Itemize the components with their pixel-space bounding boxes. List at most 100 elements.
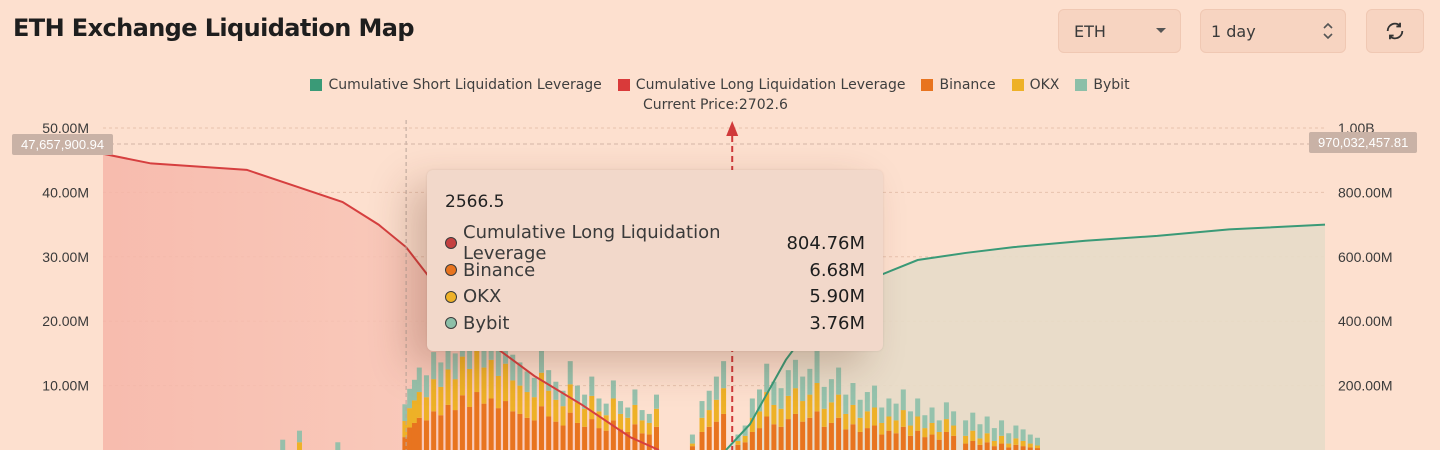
bar-bybit [574,385,580,403]
bar-okx [524,392,530,418]
bar-binance [785,419,791,450]
bar-binance [402,437,408,450]
bar-bybit [438,362,444,387]
bar-binance [699,431,705,450]
bar-bybit [764,363,770,393]
chart-legend: Cumulative Short Liquidation Leverage Cu… [0,77,1440,93]
bar-binance [970,440,976,450]
bar-binance [922,437,928,450]
bar-okx [828,402,834,423]
current-price-label: Current Price:2702.6 [643,97,788,113]
bar-okx [814,383,820,412]
legend-okx[interactable]: OKX [1011,77,1060,93]
bar-binance [407,427,413,450]
bar-okx [1013,438,1019,445]
legend-long[interactable]: Cumulative Long Liquidation Leverage [617,77,905,93]
left-value-badge: 47,657,900.94 [12,134,114,155]
bar-binance [459,395,465,450]
bar-binance [467,406,473,450]
tooltip-title: 2566.5 [445,192,505,212]
bar-bybit [646,413,652,423]
bar-binance [742,442,748,450]
bar-okx [517,385,523,414]
bar-bybit [495,348,501,376]
bar-okx [749,417,755,432]
bar-bybit [814,350,820,384]
bar-bybit [280,439,286,450]
period-select-value: 1 day [1211,21,1256,41]
bar-binance [864,428,870,450]
bar-binance [936,439,942,450]
bar-bybit [335,442,341,450]
bar-okx [893,420,899,434]
bar-okx [984,433,990,443]
tooltip-row-value: 804.76M [786,232,865,254]
bar-okx [800,401,806,422]
bar-binance [510,411,516,450]
bar-okx [907,425,913,436]
bar-binance [618,429,624,450]
bar-bybit [407,388,413,409]
bar-bybit [1020,429,1026,441]
bar-binance [438,415,444,450]
bar-okx [538,372,544,407]
legend-short[interactable]: Cumulative Short Liquidation Leverage [310,77,602,93]
bar-binance [792,413,798,450]
bar-bybit [807,368,813,395]
bar-binance [689,446,695,450]
y-left-tick: 40.00M [42,184,89,200]
bar-binance [603,430,609,450]
bar-binance [721,413,727,450]
y-left-tick: 20.00M [42,313,89,329]
bar-okx [653,408,659,427]
bar-binance [416,417,422,450]
asset-select[interactable]: ETH [1058,9,1181,53]
bar-binance [653,426,659,450]
bar-binance [423,420,429,450]
bar-binance [445,404,451,450]
legend-binance[interactable]: Binance [921,77,996,93]
bar-binance [814,411,820,450]
bar-bybit [706,390,712,411]
bar-okx [929,422,935,435]
right-value-badge: 970,032,457.81 [1309,132,1418,153]
series-dot-icon [445,317,457,330]
bar-bybit [999,420,1005,436]
bar-binance [560,425,566,450]
bar-binance [474,392,480,450]
bar-bybit [1013,425,1019,439]
refresh-button[interactable] [1366,9,1424,53]
bar-binance [771,424,777,450]
tooltip-row: Bybit 3.76M [445,310,865,337]
bar-binance [546,416,552,450]
bar-bybit [721,361,727,389]
bar-binance [929,434,935,450]
tooltip-row-value: 5.90M [809,286,865,308]
tooltip-row: Cumulative Long Liquidation Leverage 804.… [445,222,865,264]
tooltip-row-label: Cumulative Long Liquidation Leverage [463,222,721,265]
bar-bybit [922,415,928,429]
legend-bybit[interactable]: Bybit [1075,77,1130,93]
period-select[interactable]: 1 day [1200,9,1346,53]
bar-okx [970,430,976,441]
bar-okx [467,368,473,407]
bar-binance [632,424,638,450]
bar-binance [582,426,588,450]
bar-okx [445,369,451,405]
legend-label: OKX [1029,77,1060,93]
bar-okx [850,404,856,425]
bar-okx [452,379,458,411]
bar-okx [771,404,777,425]
bar-okx [1034,445,1040,449]
bar-okx [943,419,949,432]
bar-binance [706,426,712,450]
bar-okx [721,388,727,414]
bar-bybit [991,428,997,441]
bar-binance [553,421,559,450]
cumulative-short-line [725,223,1326,450]
y-right-tick: 600.00M [1338,249,1392,265]
bar-binance [538,406,544,450]
bar-bybit [402,404,408,422]
bar-binance [963,443,969,450]
bar-okx [574,402,580,423]
